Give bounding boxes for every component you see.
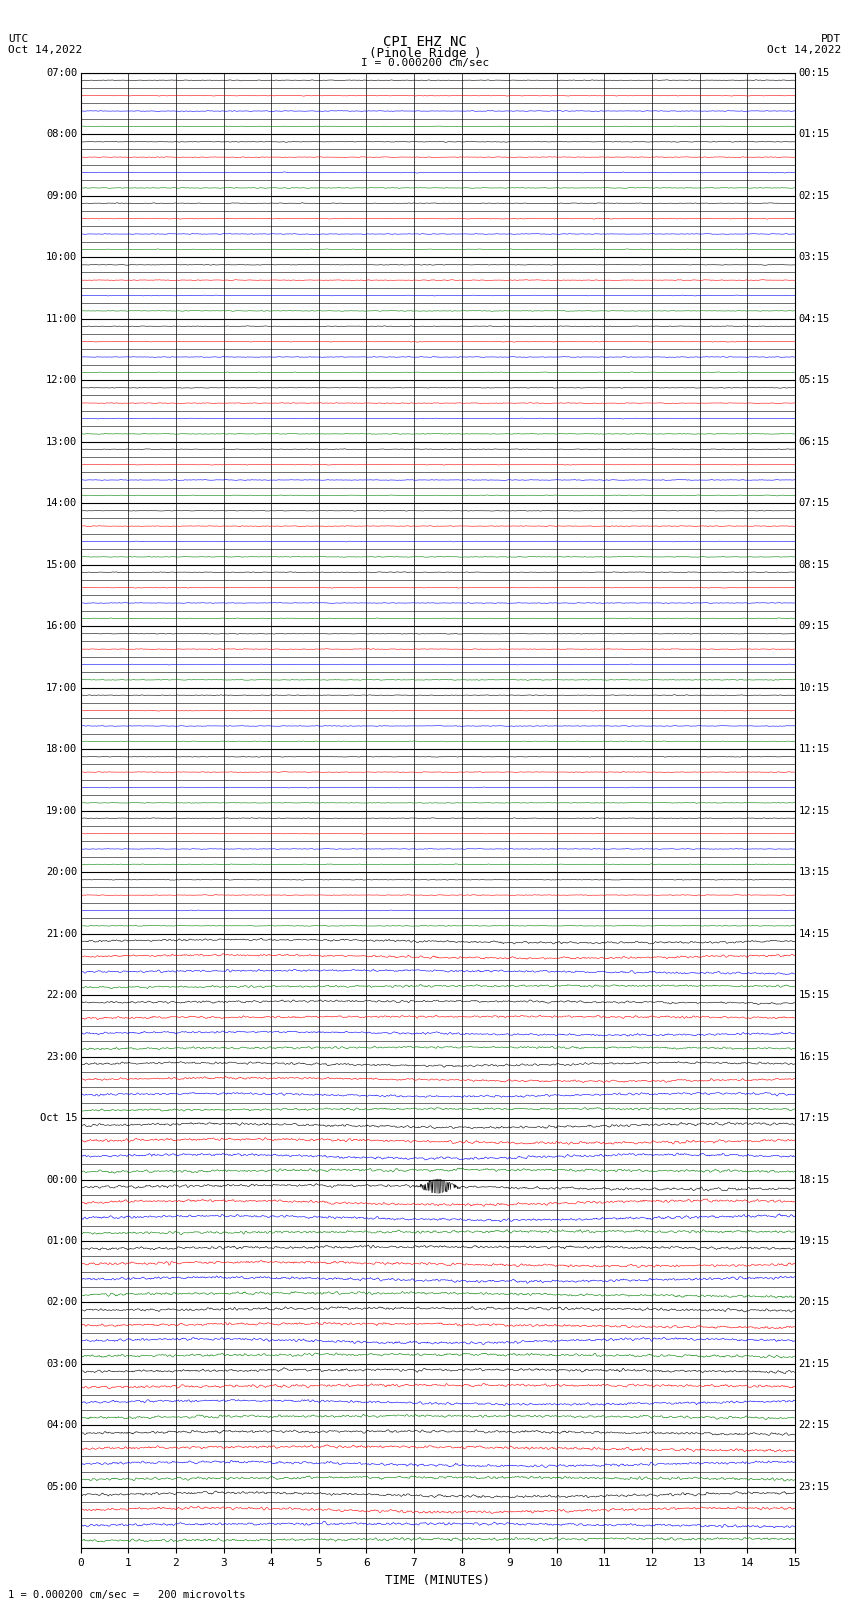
Text: 09:15: 09:15 bbox=[798, 621, 830, 631]
Text: 19:15: 19:15 bbox=[798, 1236, 830, 1245]
Text: 02:00: 02:00 bbox=[46, 1297, 77, 1308]
Text: 16:00: 16:00 bbox=[46, 621, 77, 631]
Text: UTC: UTC bbox=[8, 34, 29, 44]
X-axis label: TIME (MINUTES): TIME (MINUTES) bbox=[385, 1574, 490, 1587]
Text: 14:15: 14:15 bbox=[798, 929, 830, 939]
Text: 22:15: 22:15 bbox=[798, 1421, 830, 1431]
Text: 19:00: 19:00 bbox=[46, 805, 77, 816]
Text: 05:00: 05:00 bbox=[46, 1482, 77, 1492]
Text: 15:15: 15:15 bbox=[798, 990, 830, 1000]
Text: I = 0.000200 cm/sec: I = 0.000200 cm/sec bbox=[361, 58, 489, 68]
Text: CPI EHZ NC: CPI EHZ NC bbox=[383, 35, 467, 50]
Text: 04:00: 04:00 bbox=[46, 1421, 77, 1431]
Text: 17:15: 17:15 bbox=[798, 1113, 830, 1123]
Text: 13:00: 13:00 bbox=[46, 437, 77, 447]
Text: 20:00: 20:00 bbox=[46, 868, 77, 877]
Text: 05:15: 05:15 bbox=[798, 376, 830, 386]
Text: (Pinole Ridge ): (Pinole Ridge ) bbox=[369, 47, 481, 60]
Text: 01:15: 01:15 bbox=[798, 129, 830, 139]
Text: 21:00: 21:00 bbox=[46, 929, 77, 939]
Text: 01:00: 01:00 bbox=[46, 1236, 77, 1245]
Text: 1 = 0.000200 cm/sec =   200 microvolts: 1 = 0.000200 cm/sec = 200 microvolts bbox=[8, 1590, 246, 1600]
Text: 09:00: 09:00 bbox=[46, 190, 77, 200]
Text: 17:00: 17:00 bbox=[46, 682, 77, 692]
Text: 11:00: 11:00 bbox=[46, 313, 77, 324]
Text: 12:15: 12:15 bbox=[798, 805, 830, 816]
Text: 00:15: 00:15 bbox=[798, 68, 830, 77]
Text: PDT: PDT bbox=[821, 34, 842, 44]
Text: 20:15: 20:15 bbox=[798, 1297, 830, 1308]
Text: Oct 14,2022: Oct 14,2022 bbox=[768, 45, 842, 55]
Text: 06:15: 06:15 bbox=[798, 437, 830, 447]
Text: 21:15: 21:15 bbox=[798, 1360, 830, 1369]
Text: 00:00: 00:00 bbox=[46, 1174, 77, 1184]
Text: Oct 15: Oct 15 bbox=[40, 1113, 77, 1123]
Text: 04:15: 04:15 bbox=[798, 313, 830, 324]
Text: 07:00: 07:00 bbox=[46, 68, 77, 77]
Text: 03:15: 03:15 bbox=[798, 252, 830, 261]
Text: 07:15: 07:15 bbox=[798, 498, 830, 508]
Text: 14:00: 14:00 bbox=[46, 498, 77, 508]
Text: 10:15: 10:15 bbox=[798, 682, 830, 692]
Text: 15:00: 15:00 bbox=[46, 560, 77, 569]
Text: 22:00: 22:00 bbox=[46, 990, 77, 1000]
Text: 02:15: 02:15 bbox=[798, 190, 830, 200]
Text: Oct 14,2022: Oct 14,2022 bbox=[8, 45, 82, 55]
Text: 11:15: 11:15 bbox=[798, 744, 830, 753]
Text: 16:15: 16:15 bbox=[798, 1052, 830, 1061]
Text: 10:00: 10:00 bbox=[46, 252, 77, 261]
Text: 08:00: 08:00 bbox=[46, 129, 77, 139]
Text: 13:15: 13:15 bbox=[798, 868, 830, 877]
Text: 03:00: 03:00 bbox=[46, 1360, 77, 1369]
Text: 18:00: 18:00 bbox=[46, 744, 77, 753]
Text: 23:00: 23:00 bbox=[46, 1052, 77, 1061]
Text: 23:15: 23:15 bbox=[798, 1482, 830, 1492]
Text: 12:00: 12:00 bbox=[46, 376, 77, 386]
Text: 08:15: 08:15 bbox=[798, 560, 830, 569]
Text: 18:15: 18:15 bbox=[798, 1174, 830, 1184]
